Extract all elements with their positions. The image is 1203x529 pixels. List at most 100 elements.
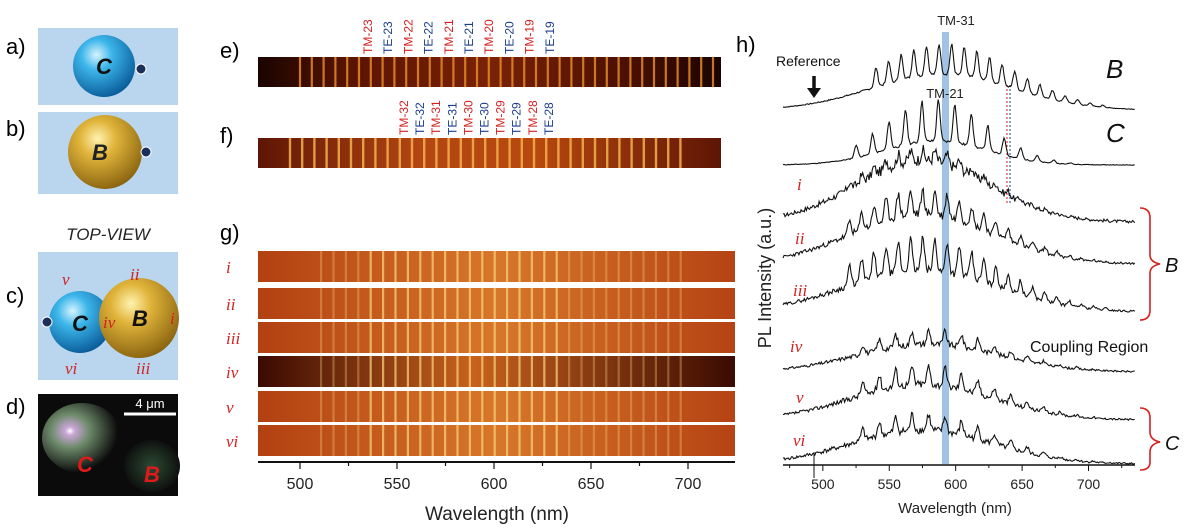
mode-line <box>493 322 496 353</box>
mode-line <box>630 322 633 353</box>
mode-line <box>523 57 526 87</box>
mode-line <box>592 251 595 282</box>
mode-line <box>493 356 496 387</box>
mode-line <box>654 391 657 422</box>
mode-line <box>555 356 558 387</box>
mode-line <box>416 57 420 87</box>
mode-line <box>344 425 347 456</box>
mode-line <box>605 322 608 353</box>
row-label: iv <box>226 363 239 382</box>
mode-line <box>447 138 450 168</box>
mode-line <box>568 356 571 387</box>
mode-label: TE-32 <box>413 102 427 135</box>
row-label: iii <box>226 329 240 348</box>
mode-labels-e: TM-23 TE-23 TM-22 TE-22 TM-21 TE-21 TM-20 TE-20… <box>361 19 557 54</box>
spectrum-vi <box>782 411 1136 466</box>
mode-line <box>568 251 571 282</box>
mode-line <box>382 356 385 387</box>
mode-line <box>654 251 657 282</box>
mode-line <box>652 57 656 87</box>
mode-line <box>431 251 434 282</box>
mode-line <box>369 425 372 456</box>
mode-line <box>679 391 682 422</box>
mode-line <box>444 391 447 422</box>
mode-line <box>320 356 323 387</box>
mode-line <box>337 138 340 168</box>
mode-line <box>444 425 447 456</box>
pl-spectra <box>782 43 1136 466</box>
reference-label: Reference <box>776 53 841 69</box>
spectral-strip <box>258 425 735 456</box>
mode-line <box>357 391 360 422</box>
mode-line <box>369 288 372 319</box>
highlight-band <box>942 32 949 464</box>
mode-label: TE-19 <box>543 21 557 54</box>
mode-line <box>344 288 347 319</box>
row-label: ii <box>226 295 236 314</box>
position-label-vi: vi <box>65 359 78 378</box>
mode-line <box>444 251 447 282</box>
mode-line <box>664 57 667 87</box>
mode-line <box>667 138 670 168</box>
mode-line <box>642 391 645 422</box>
mode-line <box>617 57 620 87</box>
mode-line <box>518 391 521 422</box>
mode-line <box>592 425 595 456</box>
sphere-letter-b: B <box>92 140 108 165</box>
mode-line <box>369 391 372 422</box>
mode-label: TE-28 <box>542 102 556 135</box>
mode-label: TM-22 <box>401 19 415 54</box>
mode-line <box>394 391 397 422</box>
mode-line <box>530 251 533 282</box>
mode-line <box>444 288 447 319</box>
mode-line <box>630 288 633 319</box>
tick-label: 650 <box>578 476 605 493</box>
panel-label-e: e) <box>220 38 240 63</box>
tick-label: 650 <box>1010 476 1034 492</box>
mode-label: TM-29 <box>494 100 508 135</box>
mode-line <box>593 57 597 87</box>
mode-line <box>320 391 323 422</box>
spectral-strip <box>258 322 735 353</box>
mode-line <box>555 322 558 353</box>
panel-label-c: c) <box>6 283 24 308</box>
mode-line <box>349 138 353 168</box>
mode-line <box>679 322 682 353</box>
mode-line <box>398 138 401 168</box>
mode-line <box>506 288 509 319</box>
fiber-end-icon <box>41 316 53 328</box>
fiber-end-icon <box>140 146 152 158</box>
mode-line <box>357 288 360 319</box>
mode-line <box>605 251 608 282</box>
mode-line <box>419 425 422 456</box>
mode-line <box>386 138 389 168</box>
mode-line <box>580 356 583 387</box>
h-x-axis-label: Wavelength (nm) <box>898 500 1012 517</box>
mode-line <box>511 57 514 87</box>
spectral-strip <box>258 288 735 319</box>
mode-line <box>369 356 372 387</box>
mode-line <box>580 425 583 456</box>
mode-line <box>435 138 438 168</box>
row-label: i <box>797 175 802 194</box>
mode-label: TE-30 <box>478 102 492 135</box>
mode-line <box>382 322 385 353</box>
mode-label: TM-19 <box>523 19 537 54</box>
mode-line <box>518 251 521 282</box>
mode-line <box>332 356 335 387</box>
mode-line <box>431 288 434 319</box>
mode-line <box>332 322 335 353</box>
mode-line <box>382 251 385 282</box>
mode-line <box>667 288 670 319</box>
micrograph-letter-b: B <box>144 462 160 487</box>
mode-label-top: TM-31 <box>937 13 975 28</box>
tick-label: 550 <box>878 476 902 492</box>
mode-line <box>344 391 347 422</box>
microsphere-c <box>73 35 135 97</box>
mode-line <box>606 138 609 168</box>
mode-line <box>452 57 455 87</box>
mode-line <box>543 425 546 456</box>
mode-line <box>484 138 487 168</box>
